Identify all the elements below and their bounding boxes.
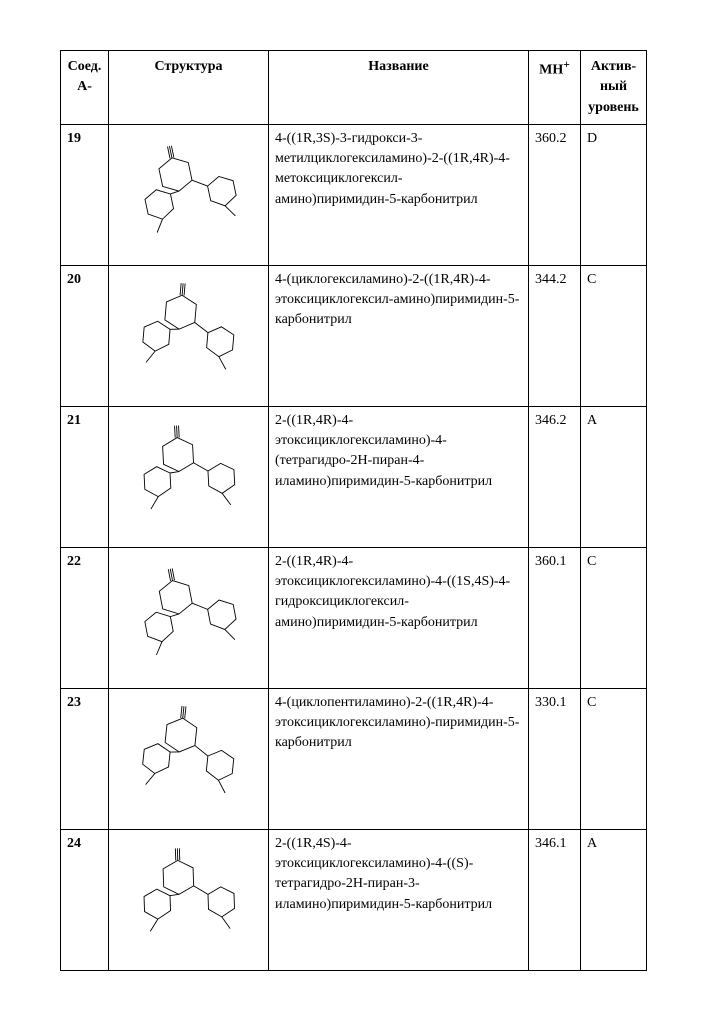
header-activity: Актив- ный уровень bbox=[581, 51, 647, 125]
table-header-row: Соед. A- Структура Название MH+ Актив- н… bbox=[61, 51, 647, 125]
header-id: Соед. A- bbox=[61, 51, 109, 125]
structure-diagram bbox=[124, 276, 254, 386]
activity-level: C bbox=[581, 265, 647, 406]
structure-diagram bbox=[124, 840, 254, 950]
mh-value: 360.2 bbox=[529, 124, 581, 265]
activity-level: A bbox=[581, 406, 647, 547]
compound-name: 4-(циклопентиламино)-2-((1R,4R)-4-этокси… bbox=[269, 688, 529, 829]
structure-diagram bbox=[124, 558, 254, 668]
compound-id: 22 bbox=[61, 547, 109, 688]
compound-name: 2-((1R,4R)-4-этоксициклогексиламино)-4-(… bbox=[269, 406, 529, 547]
activity-level: C bbox=[581, 547, 647, 688]
mh-value: 330.1 bbox=[529, 688, 581, 829]
header-act-line1: Актив- bbox=[591, 59, 636, 74]
structure-cell bbox=[109, 688, 269, 829]
structure-diagram bbox=[124, 417, 254, 527]
table-row: 22 2-((1R,4R)-4-этоксициклогексиламино)-… bbox=[61, 547, 647, 688]
header-name: Название bbox=[269, 51, 529, 125]
activity-level: A bbox=[581, 829, 647, 970]
mh-value: 360.1 bbox=[529, 547, 581, 688]
compound-name: 4-((1R,3S)-3-гидрокси-3-метилциклогексил… bbox=[269, 124, 529, 265]
structure-diagram bbox=[124, 699, 254, 809]
compound-table: Соед. A- Структура Название MH+ Актив- н… bbox=[60, 50, 647, 971]
structure-diagram bbox=[124, 135, 254, 245]
table-row: 19 4-((1R,3S)-3-гидрокси-3-метилциклогек… bbox=[61, 124, 647, 265]
compound-name: 2-((1R,4R)-4-этоксициклогексиламино)-4-(… bbox=[269, 547, 529, 688]
structure-cell bbox=[109, 265, 269, 406]
compound-id: 23 bbox=[61, 688, 109, 829]
compound-id: 21 bbox=[61, 406, 109, 547]
header-mh-sup: + bbox=[563, 58, 570, 71]
mh-value: 346.2 bbox=[529, 406, 581, 547]
mh-value: 344.2 bbox=[529, 265, 581, 406]
mh-value: 346.1 bbox=[529, 829, 581, 970]
header-mh-text: MH bbox=[539, 63, 563, 78]
structure-cell bbox=[109, 406, 269, 547]
header-mh: MH+ bbox=[529, 51, 581, 125]
compound-id: 20 bbox=[61, 265, 109, 406]
table-row: 23 4-(циклопентиламино)-2-((1R,4R)-4-это… bbox=[61, 688, 647, 829]
structure-cell bbox=[109, 829, 269, 970]
compound-name: 2-((1R,4S)-4-этоксициклогексиламино)-4-(… bbox=[269, 829, 529, 970]
table-row: 24 2-((1R,4S)-4-этоксициклогексиламино)-… bbox=[61, 829, 647, 970]
header-id-line2: A- bbox=[77, 79, 92, 94]
header-act-line2: ный bbox=[600, 79, 627, 94]
activity-level: D bbox=[581, 124, 647, 265]
header-structure: Структура bbox=[109, 51, 269, 125]
table-row: 21 2-((1R,4R)-4-этоксициклогексиламино)-… bbox=[61, 406, 647, 547]
activity-level: C bbox=[581, 688, 647, 829]
header-act-line3: уровень bbox=[588, 100, 639, 115]
header-id-line1: Соед. bbox=[68, 59, 102, 74]
structure-cell bbox=[109, 547, 269, 688]
structure-cell bbox=[109, 124, 269, 265]
compound-name: 4-(циклогексиламино)-2-((1R,4R)-4-этокси… bbox=[269, 265, 529, 406]
compound-id: 24 bbox=[61, 829, 109, 970]
compound-id: 19 bbox=[61, 124, 109, 265]
table-row: 20 4-(циклогексиламино)-2-((1R,4R)-4-это… bbox=[61, 265, 647, 406]
